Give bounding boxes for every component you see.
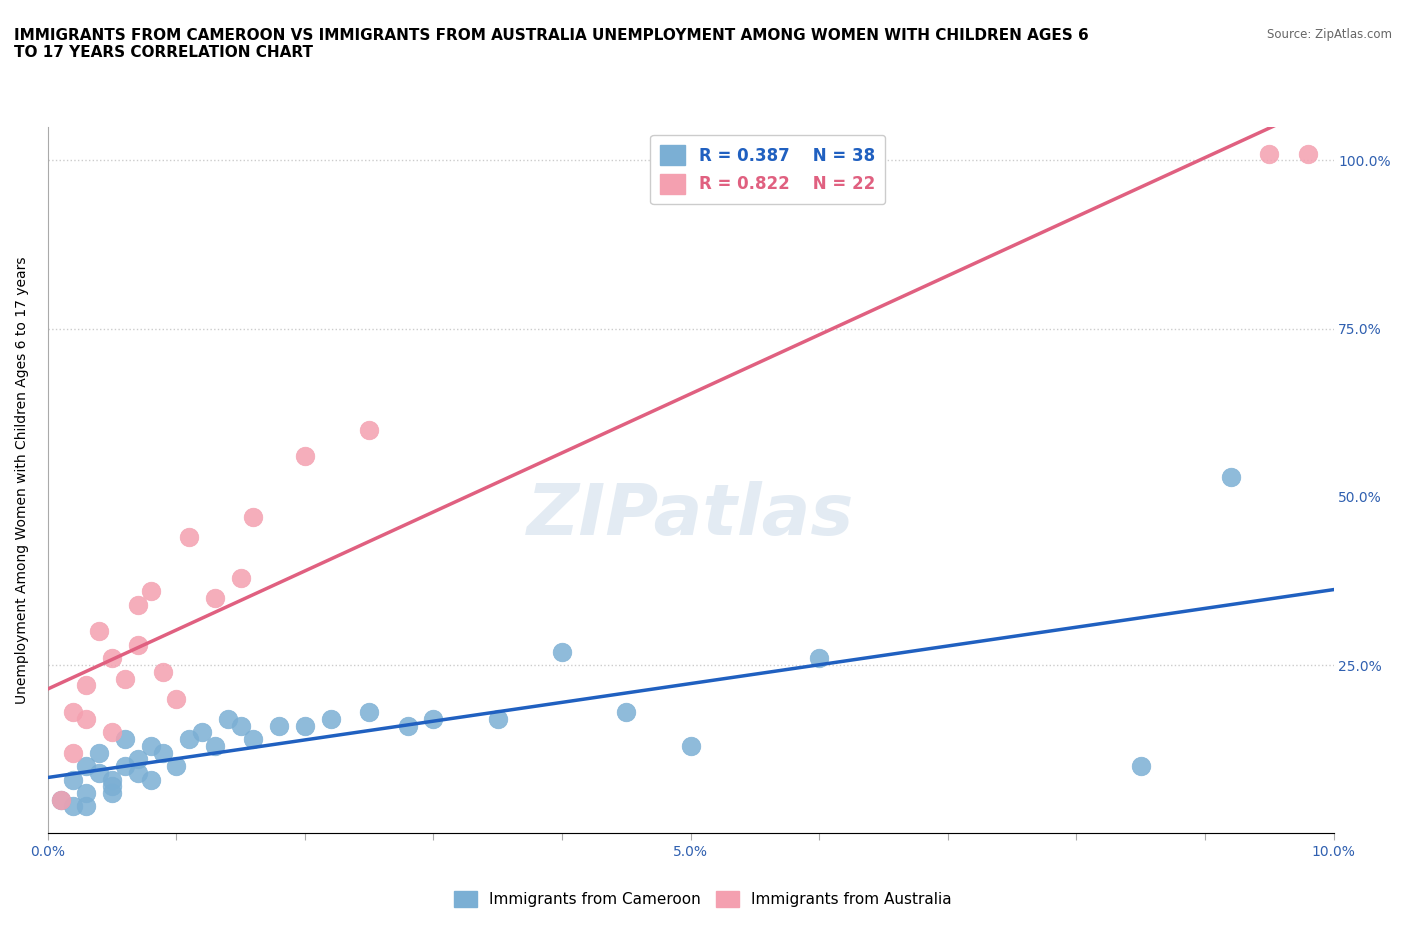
Text: IMMIGRANTS FROM CAMEROON VS IMMIGRANTS FROM AUSTRALIA UNEMPLOYMENT AMONG WOMEN W: IMMIGRANTS FROM CAMEROON VS IMMIGRANTS F… <box>14 28 1088 60</box>
Point <box>229 718 252 733</box>
Point <box>62 772 84 787</box>
Legend: R = 0.387    N = 38, R = 0.822    N = 22: R = 0.387 N = 38, R = 0.822 N = 22 <box>651 135 884 204</box>
Point <box>62 799 84 814</box>
Point <box>1258 146 1281 161</box>
Point <box>114 671 136 686</box>
Point <box>152 745 174 760</box>
Point <box>294 718 316 733</box>
Text: ZIPatlas: ZIPatlas <box>527 481 855 550</box>
Point <box>49 792 72 807</box>
Point <box>1296 146 1319 161</box>
Point <box>179 732 201 747</box>
Point <box>127 752 149 767</box>
Text: Source: ZipAtlas.com: Source: ZipAtlas.com <box>1267 28 1392 41</box>
Point <box>101 786 124 801</box>
Point <box>75 678 97 693</box>
Point <box>139 738 162 753</box>
Point <box>204 591 226 605</box>
Point <box>139 772 162 787</box>
Point <box>294 449 316 464</box>
Point <box>614 705 637 720</box>
Point <box>62 745 84 760</box>
Point <box>89 765 111 780</box>
Point <box>179 530 201 545</box>
Point <box>486 711 509 726</box>
Point <box>269 718 291 733</box>
Point <box>101 772 124 787</box>
Point <box>75 799 97 814</box>
Point <box>359 705 381 720</box>
Point <box>551 644 574 659</box>
Point <box>127 765 149 780</box>
Point <box>359 422 381 437</box>
Point <box>75 759 97 774</box>
Legend: Immigrants from Cameroon, Immigrants from Australia: Immigrants from Cameroon, Immigrants fro… <box>449 884 957 913</box>
Point <box>191 725 214 740</box>
Point <box>114 732 136 747</box>
Point <box>679 738 702 753</box>
Point <box>229 570 252 585</box>
Point <box>165 759 187 774</box>
Point <box>114 759 136 774</box>
Point <box>75 786 97 801</box>
Point <box>139 584 162 599</box>
Point <box>49 792 72 807</box>
Point <box>101 651 124 666</box>
Point <box>1219 470 1241 485</box>
Point <box>242 510 264 525</box>
Point <box>165 691 187 706</box>
Point <box>396 718 419 733</box>
Point <box>62 705 84 720</box>
Point <box>127 597 149 612</box>
Point <box>242 732 264 747</box>
Point <box>127 637 149 652</box>
Point <box>75 711 97 726</box>
Point <box>101 778 124 793</box>
Point <box>422 711 444 726</box>
Y-axis label: Unemployment Among Women with Children Ages 6 to 17 years: Unemployment Among Women with Children A… <box>15 257 30 704</box>
Point <box>101 725 124 740</box>
Point <box>89 745 111 760</box>
Point <box>89 624 111 639</box>
Point <box>319 711 342 726</box>
Point <box>1129 759 1152 774</box>
Point <box>808 651 831 666</box>
Point <box>204 738 226 753</box>
Point <box>152 664 174 679</box>
Point <box>217 711 239 726</box>
